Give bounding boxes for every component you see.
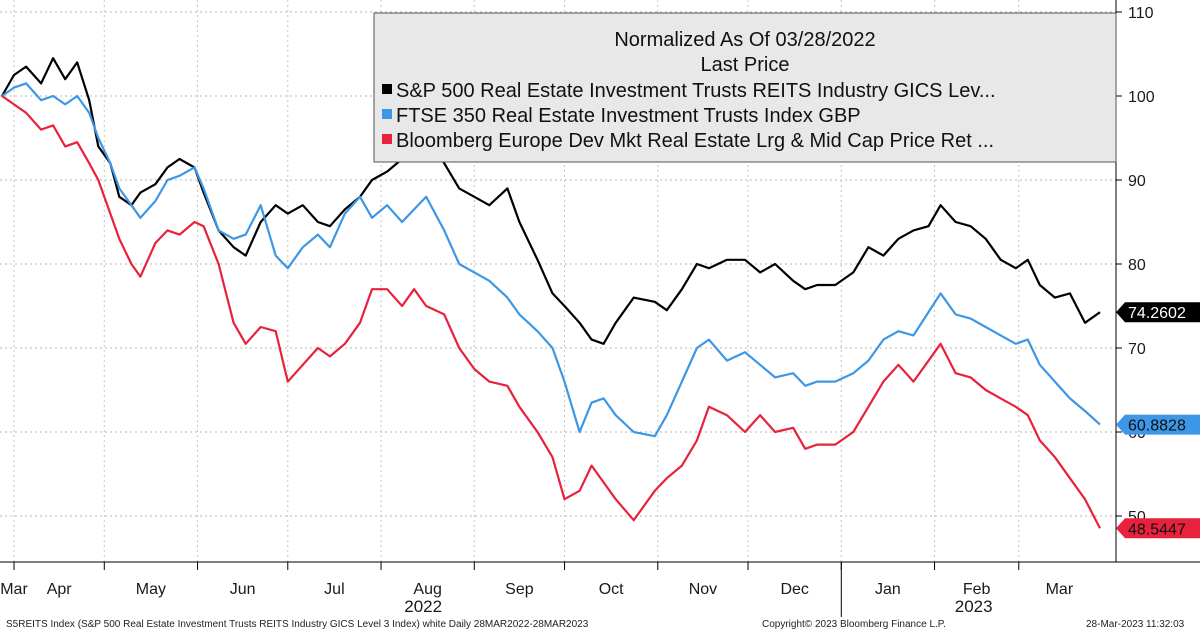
legend: Normalized As Of 03/28/2022 Last Price S&P… xyxy=(373,12,1117,163)
last-value-badge-2 xyxy=(1116,414,1200,435)
x-tick-label: Mar xyxy=(0,581,28,598)
x-tick-label: Aug xyxy=(413,581,441,598)
x-tick-label: Jan xyxy=(875,581,901,598)
legend-box xyxy=(373,12,1117,163)
x-tick-label: Mar xyxy=(1046,581,1074,598)
last-value-badge-3 xyxy=(1116,518,1200,539)
legend-entry-2: FTSE 350 Real Estate Investment Trusts I… xyxy=(396,105,861,127)
x-tick-label: Apr xyxy=(47,581,73,598)
grid-lines xyxy=(0,0,1116,562)
last-value-badges: 74.2602 60.8828 48.5447 xyxy=(1116,302,1200,539)
footer-timestamp: 28-Mar-2023 11:32:03 xyxy=(1086,619,1185,630)
legend-entry-1: S&P 500 Real Estate Investment Trusts RE… xyxy=(396,80,996,102)
y-tick-label: 110 xyxy=(1128,5,1154,22)
x-tick-label: Jul xyxy=(324,581,344,598)
legend-subtitle: Last Price xyxy=(701,54,790,76)
legend-swatch-2 xyxy=(382,109,392,119)
x-tick-label: Nov xyxy=(689,581,717,598)
legend-entry-3: Bloomberg Europe Dev Mkt Real Estate Lrg… xyxy=(396,130,994,152)
series-line-2 xyxy=(1,82,1101,438)
footer-index-description: S5REITS Index (S&P 500 Real Estate Inves… xyxy=(6,619,589,630)
last-value-label-1: 74.2602 xyxy=(1128,305,1186,322)
legend-title: Normalized As Of 03/28/2022 xyxy=(614,29,875,51)
x-tick-label: Sep xyxy=(505,581,534,598)
y-tick-label: 80 xyxy=(1128,257,1146,274)
axes: 5060708090100110MarAprMayJunJulAugSepOct… xyxy=(0,0,1200,617)
y-tick-label: 100 xyxy=(1128,89,1155,106)
series-line-3 xyxy=(1,95,1101,529)
legend-swatch-3 xyxy=(382,134,392,144)
year-label: 2023 xyxy=(955,597,993,616)
x-tick-label: Feb xyxy=(963,581,991,598)
x-tick-label: Jun xyxy=(230,581,256,598)
last-value-badge-1 xyxy=(1116,302,1200,323)
x-tick-label: Oct xyxy=(599,581,624,598)
legend-swatch-1 xyxy=(382,84,392,94)
footer-copyright: Copyright© 2023 Bloomberg Finance L.P. xyxy=(762,619,946,630)
series-lines xyxy=(1,57,1101,529)
y-tick-label: 70 xyxy=(1128,341,1146,358)
series-line-1 xyxy=(1,57,1101,345)
last-value-label-3: 48.5447 xyxy=(1128,521,1186,538)
last-value-label-2: 60.8828 xyxy=(1128,418,1186,435)
x-tick-label: Dec xyxy=(780,581,808,598)
y-tick-label: 90 xyxy=(1128,173,1146,190)
year-label: 2022 xyxy=(404,597,442,616)
x-tick-label: May xyxy=(136,581,166,598)
